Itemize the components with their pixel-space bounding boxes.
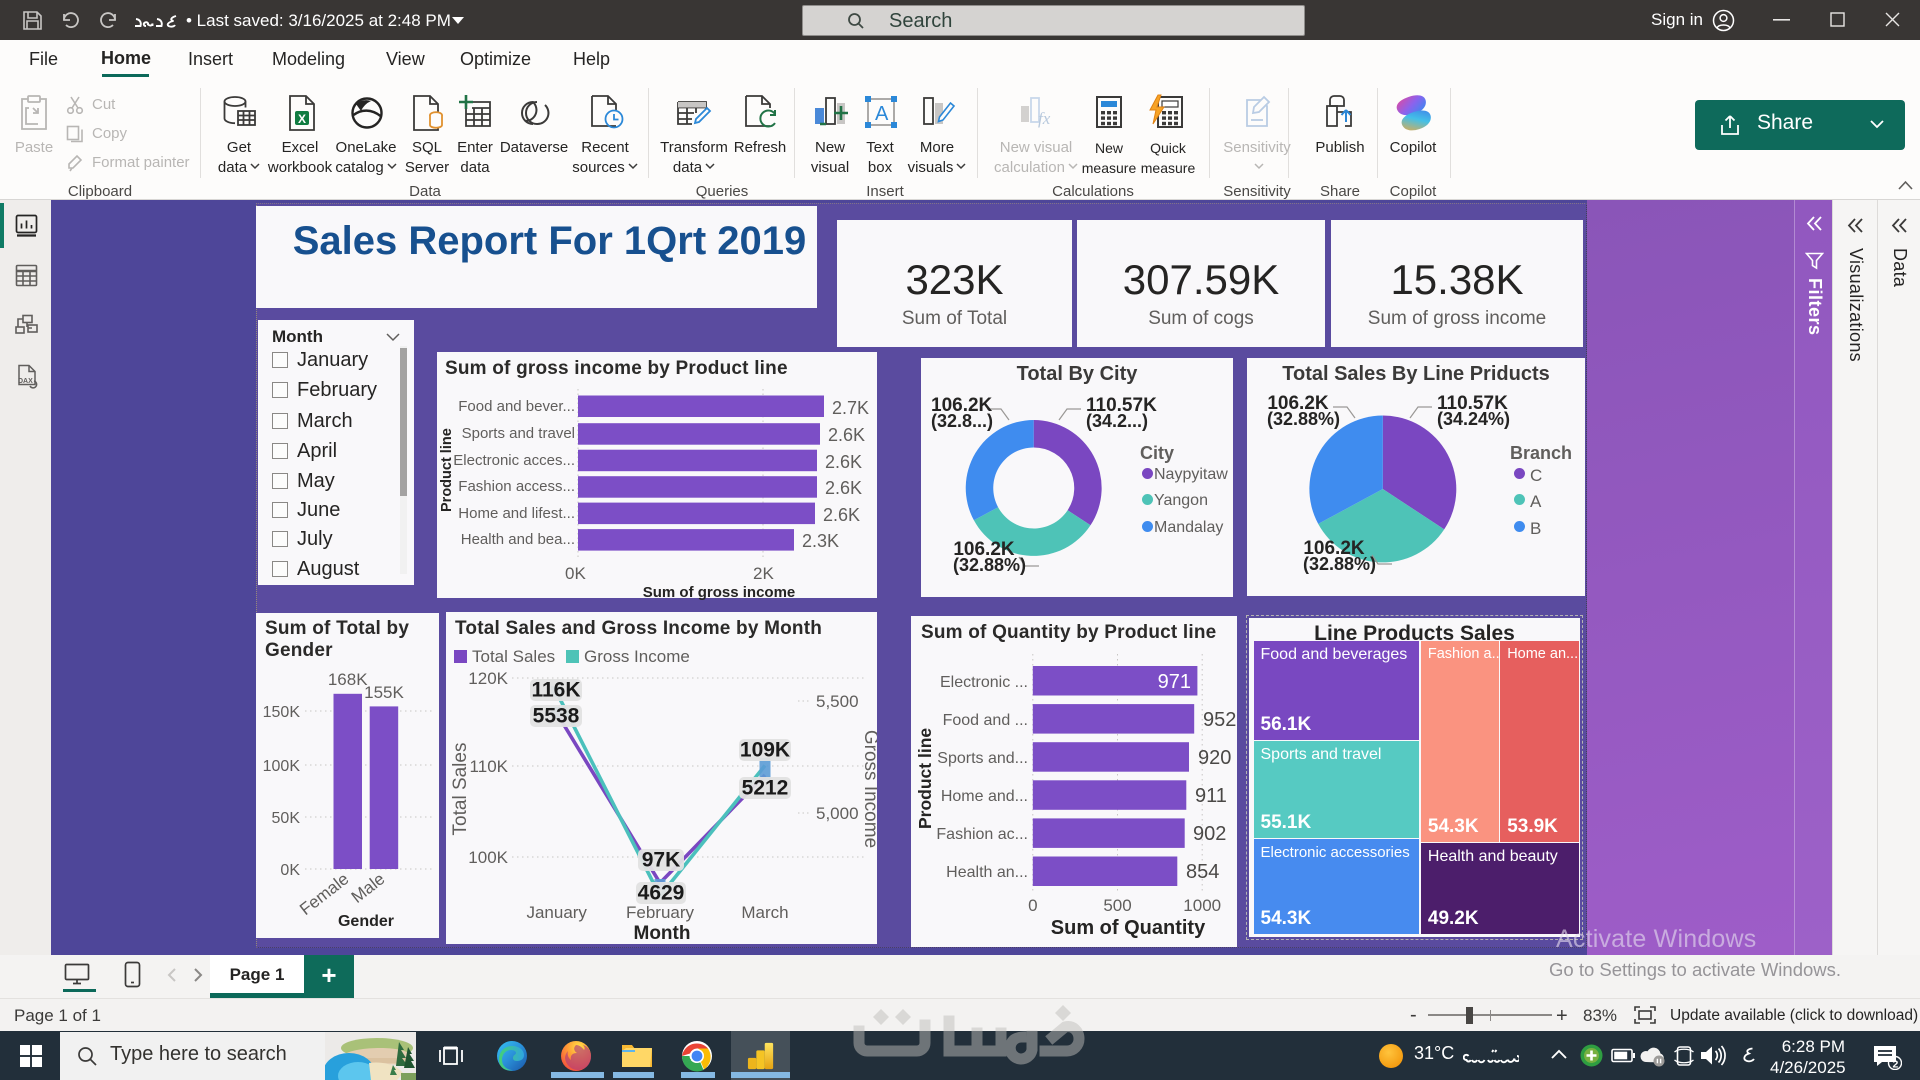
svg-text:5,000: 5,000 — [816, 804, 859, 823]
svg-text:5538: 5538 — [533, 705, 580, 728]
svg-text:5,500: 5,500 — [816, 692, 859, 711]
svg-text:100K: 100K — [468, 848, 508, 867]
svg-text:116K: 116K — [531, 679, 580, 702]
svg-text:920: 920 — [1198, 747, 1231, 769]
svg-text:4629: 4629 — [638, 882, 685, 905]
svg-text:902: 902 — [1193, 823, 1226, 845]
svg-text:110K: 110K — [470, 757, 509, 776]
svg-text:952: 952 — [1203, 709, 1236, 731]
svg-text:0: 0 — [1028, 896, 1037, 915]
svg-text:Male: Male — [348, 869, 389, 907]
svg-text:Sports and...: Sports and... — [937, 750, 1028, 767]
svg-text:971: 971 — [1158, 671, 1191, 693]
svg-text:911: 911 — [1195, 785, 1227, 807]
svg-text:50K: 50K — [272, 810, 301, 827]
svg-text:fx: fx — [1038, 109, 1051, 128]
svg-text:854: 854 — [1186, 861, 1219, 883]
svg-text:X: X — [298, 112, 306, 126]
svg-text:Health an...: Health an... — [946, 864, 1028, 881]
svg-text:February: February — [626, 903, 695, 922]
svg-text:500: 500 — [1103, 896, 1131, 915]
svg-text:155K: 155K — [364, 683, 404, 702]
svg-text:168K: 168K — [328, 670, 368, 689]
svg-text:Female: Female — [296, 869, 352, 919]
svg-text:2: 2 — [1893, 1059, 1899, 1071]
svg-text:Food and ...: Food and ... — [943, 712, 1028, 729]
svg-text:120K: 120K — [468, 669, 508, 688]
svg-text:January: January — [526, 903, 587, 922]
svg-text:109K: 109K — [740, 739, 790, 762]
svg-text:Sum of Quantity: Sum of Quantity — [1051, 917, 1206, 939]
svg-text:100K: 100K — [263, 758, 301, 775]
svg-text:150K: 150K — [263, 704, 301, 721]
svg-text:97K: 97K — [642, 849, 681, 872]
svg-text:Electronic ...: Electronic ... — [940, 674, 1028, 691]
svg-text:Total Sales: Total Sales — [450, 743, 471, 836]
svg-text:A: A — [875, 103, 889, 125]
svg-text:DAX: DAX — [18, 378, 33, 385]
svg-text:5212: 5212 — [742, 777, 789, 800]
svg-text:Home and...: Home and... — [941, 788, 1028, 805]
svg-text:Gender: Gender — [338, 913, 394, 930]
svg-text:Fashion ac...: Fashion ac... — [936, 826, 1028, 843]
svg-text:1000: 1000 — [1183, 896, 1221, 915]
svg-text:0K: 0K — [280, 862, 300, 879]
svg-text:March: March — [741, 903, 788, 922]
svg-text:Gross Income: Gross Income — [860, 730, 877, 848]
svg-text:Month: Month — [634, 923, 691, 944]
